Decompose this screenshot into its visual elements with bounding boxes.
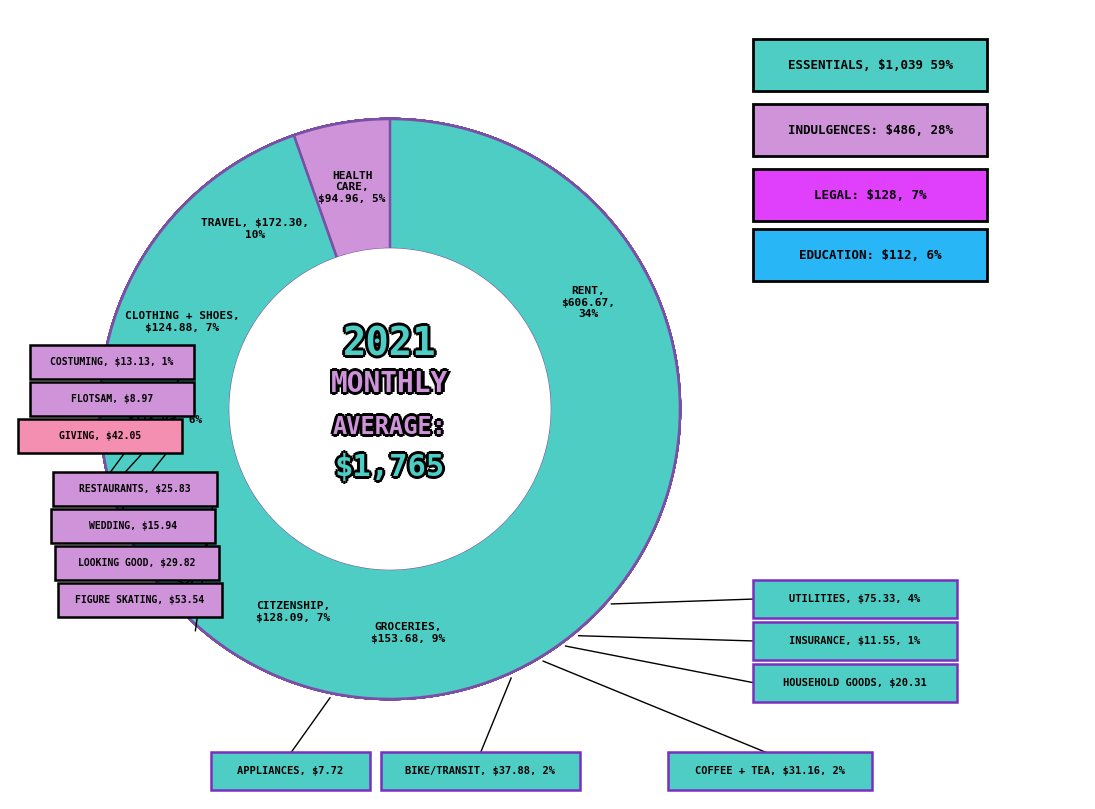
Text: GROCERIES,
$153.68, 9%: GROCERIES, $153.68, 9% (371, 622, 446, 644)
Text: CLOTHING + SHOES,
$124.88, 7%: CLOTHING + SHOES, $124.88, 7% (125, 311, 240, 332)
Wedge shape (100, 119, 680, 699)
Text: BIKE/TRANSIT, $37.88, 2%: BIKE/TRANSIT, $37.88, 2% (405, 766, 555, 776)
Text: MONTHLY: MONTHLY (332, 370, 449, 398)
FancyBboxPatch shape (58, 583, 222, 617)
Text: MONTHLY: MONTHLY (333, 368, 451, 396)
Text: INSURANCE, $11.55, 1%: INSURANCE, $11.55, 1% (789, 636, 921, 646)
Text: AVERAGE:: AVERAGE: (333, 418, 447, 442)
Text: HEALTH
CARE,
$94.96, 5%: HEALTH CARE, $94.96, 5% (319, 171, 385, 204)
FancyBboxPatch shape (753, 39, 987, 91)
Text: MONTHLY: MONTHLY (334, 370, 451, 398)
Text: EDUCATION,
$111.93, 6%: EDUCATION, $111.93, 6% (128, 404, 203, 426)
Text: $1,765: $1,765 (338, 452, 448, 481)
Text: $1,765: $1,765 (333, 451, 443, 480)
FancyBboxPatch shape (51, 509, 215, 543)
Text: INDULGENCES: $486, 28%: INDULGENCES: $486, 28% (787, 124, 953, 137)
FancyBboxPatch shape (753, 229, 987, 281)
Text: $1,765: $1,765 (335, 450, 446, 478)
Text: EDUCATION: $112, 6%: EDUCATION: $112, 6% (798, 248, 942, 261)
Text: $1,765: $1,765 (332, 452, 442, 481)
Text: $1,765: $1,765 (335, 455, 446, 485)
Text: AVERAGE:: AVERAGE: (335, 417, 449, 441)
Text: FIGURE SKATING, $53.54: FIGURE SKATING, $53.54 (76, 595, 205, 605)
Text: 2021: 2021 (341, 325, 434, 363)
FancyBboxPatch shape (18, 419, 182, 453)
Wedge shape (100, 119, 680, 699)
Text: 2021: 2021 (342, 327, 435, 365)
FancyBboxPatch shape (380, 752, 579, 790)
Text: MONTHLY: MONTHLY (330, 372, 447, 400)
Text: 2021: 2021 (346, 325, 440, 363)
FancyBboxPatch shape (55, 546, 219, 580)
Text: CITZENSHIP,
$128.09, 7%: CITZENSHIP, $128.09, 7% (256, 601, 330, 623)
Text: TRAVEL, $172.30,
10%: TRAVEL, $172.30, 10% (200, 218, 309, 240)
Wedge shape (100, 119, 680, 699)
Text: LEGAL: $128, 7%: LEGAL: $128, 7% (814, 188, 926, 201)
Text: MONTHLY: MONTHLY (332, 367, 449, 395)
Text: COSTUMING, $13.13, 1%: COSTUMING, $13.13, 1% (50, 357, 174, 367)
Text: 2021: 2021 (345, 327, 439, 365)
FancyBboxPatch shape (210, 752, 369, 790)
Wedge shape (100, 119, 680, 699)
FancyBboxPatch shape (753, 169, 987, 221)
Text: $1,765: $1,765 (337, 455, 447, 484)
FancyBboxPatch shape (30, 345, 194, 379)
Text: RESTAURANTS, $25.83: RESTAURANTS, $25.83 (79, 484, 191, 494)
Text: HOUSEHOLD GOODS, $20.31: HOUSEHOLD GOODS, $20.31 (783, 678, 926, 688)
Text: MONTHLY: MONTHLY (330, 368, 447, 396)
Text: APPLIANCES, $7.72: APPLIANCES, $7.72 (237, 766, 343, 776)
Wedge shape (104, 119, 680, 699)
Text: 2021: 2021 (343, 325, 437, 363)
Text: AVERAGE:: AVERAGE: (331, 417, 445, 441)
Wedge shape (100, 119, 680, 699)
Wedge shape (100, 119, 680, 699)
Text: $1,765: $1,765 (337, 451, 447, 480)
Text: LOOKING GOOD, $29.82: LOOKING GOOD, $29.82 (78, 558, 196, 568)
Wedge shape (100, 119, 680, 694)
Wedge shape (100, 119, 680, 699)
Wedge shape (100, 119, 680, 699)
Text: AVERAGE:: AVERAGE: (336, 415, 450, 439)
Wedge shape (100, 119, 680, 699)
FancyBboxPatch shape (753, 580, 957, 618)
Text: FLOTSAM, $8.97: FLOTSAM, $8.97 (71, 394, 153, 404)
FancyBboxPatch shape (753, 664, 957, 702)
Text: $1,765: $1,765 (335, 452, 446, 481)
Text: RENT,
$606.67,
34%: RENT, $606.67, 34% (562, 286, 615, 320)
Wedge shape (100, 119, 680, 699)
Text: AVERAGE:: AVERAGE: (335, 413, 449, 437)
Text: AVERAGE:: AVERAGE: (333, 412, 447, 436)
Wedge shape (100, 119, 680, 699)
Text: MONTHLY: MONTHLY (332, 373, 449, 401)
Text: MONTHLY: MONTHLY (333, 372, 451, 400)
FancyBboxPatch shape (753, 622, 957, 660)
Text: AVERAGE:: AVERAGE: (333, 415, 447, 439)
Text: 2021: 2021 (342, 323, 435, 361)
Text: AVERAGE:: AVERAGE: (331, 413, 445, 437)
Text: 2021: 2021 (343, 328, 437, 366)
Circle shape (230, 249, 550, 569)
Wedge shape (100, 119, 632, 699)
Wedge shape (100, 119, 680, 699)
Text: GIVING, $42.05: GIVING, $42.05 (59, 431, 141, 441)
Text: $1,765: $1,765 (333, 455, 443, 484)
Wedge shape (100, 119, 680, 699)
FancyBboxPatch shape (53, 472, 217, 506)
Text: WEDDING, $15.94: WEDDING, $15.94 (89, 521, 177, 531)
Text: ESSENTIALS, $1,039 59%: ESSENTIALS, $1,039 59% (787, 58, 953, 71)
Text: 2021: 2021 (343, 322, 437, 360)
Wedge shape (100, 119, 680, 699)
FancyBboxPatch shape (668, 752, 872, 790)
Wedge shape (100, 119, 680, 699)
FancyBboxPatch shape (30, 382, 194, 416)
Text: COFFEE + TEA, $31.16, 2%: COFFEE + TEA, $31.16, 2% (695, 766, 845, 776)
Text: AVERAGE:: AVERAGE: (330, 415, 443, 439)
Text: 2021: 2021 (345, 323, 439, 361)
Text: MONTHLY: MONTHLY (328, 370, 446, 398)
FancyBboxPatch shape (753, 104, 987, 156)
Wedge shape (100, 119, 680, 699)
Text: UTILITIES, $75.33, 4%: UTILITIES, $75.33, 4% (789, 594, 921, 604)
Wedge shape (100, 119, 680, 699)
